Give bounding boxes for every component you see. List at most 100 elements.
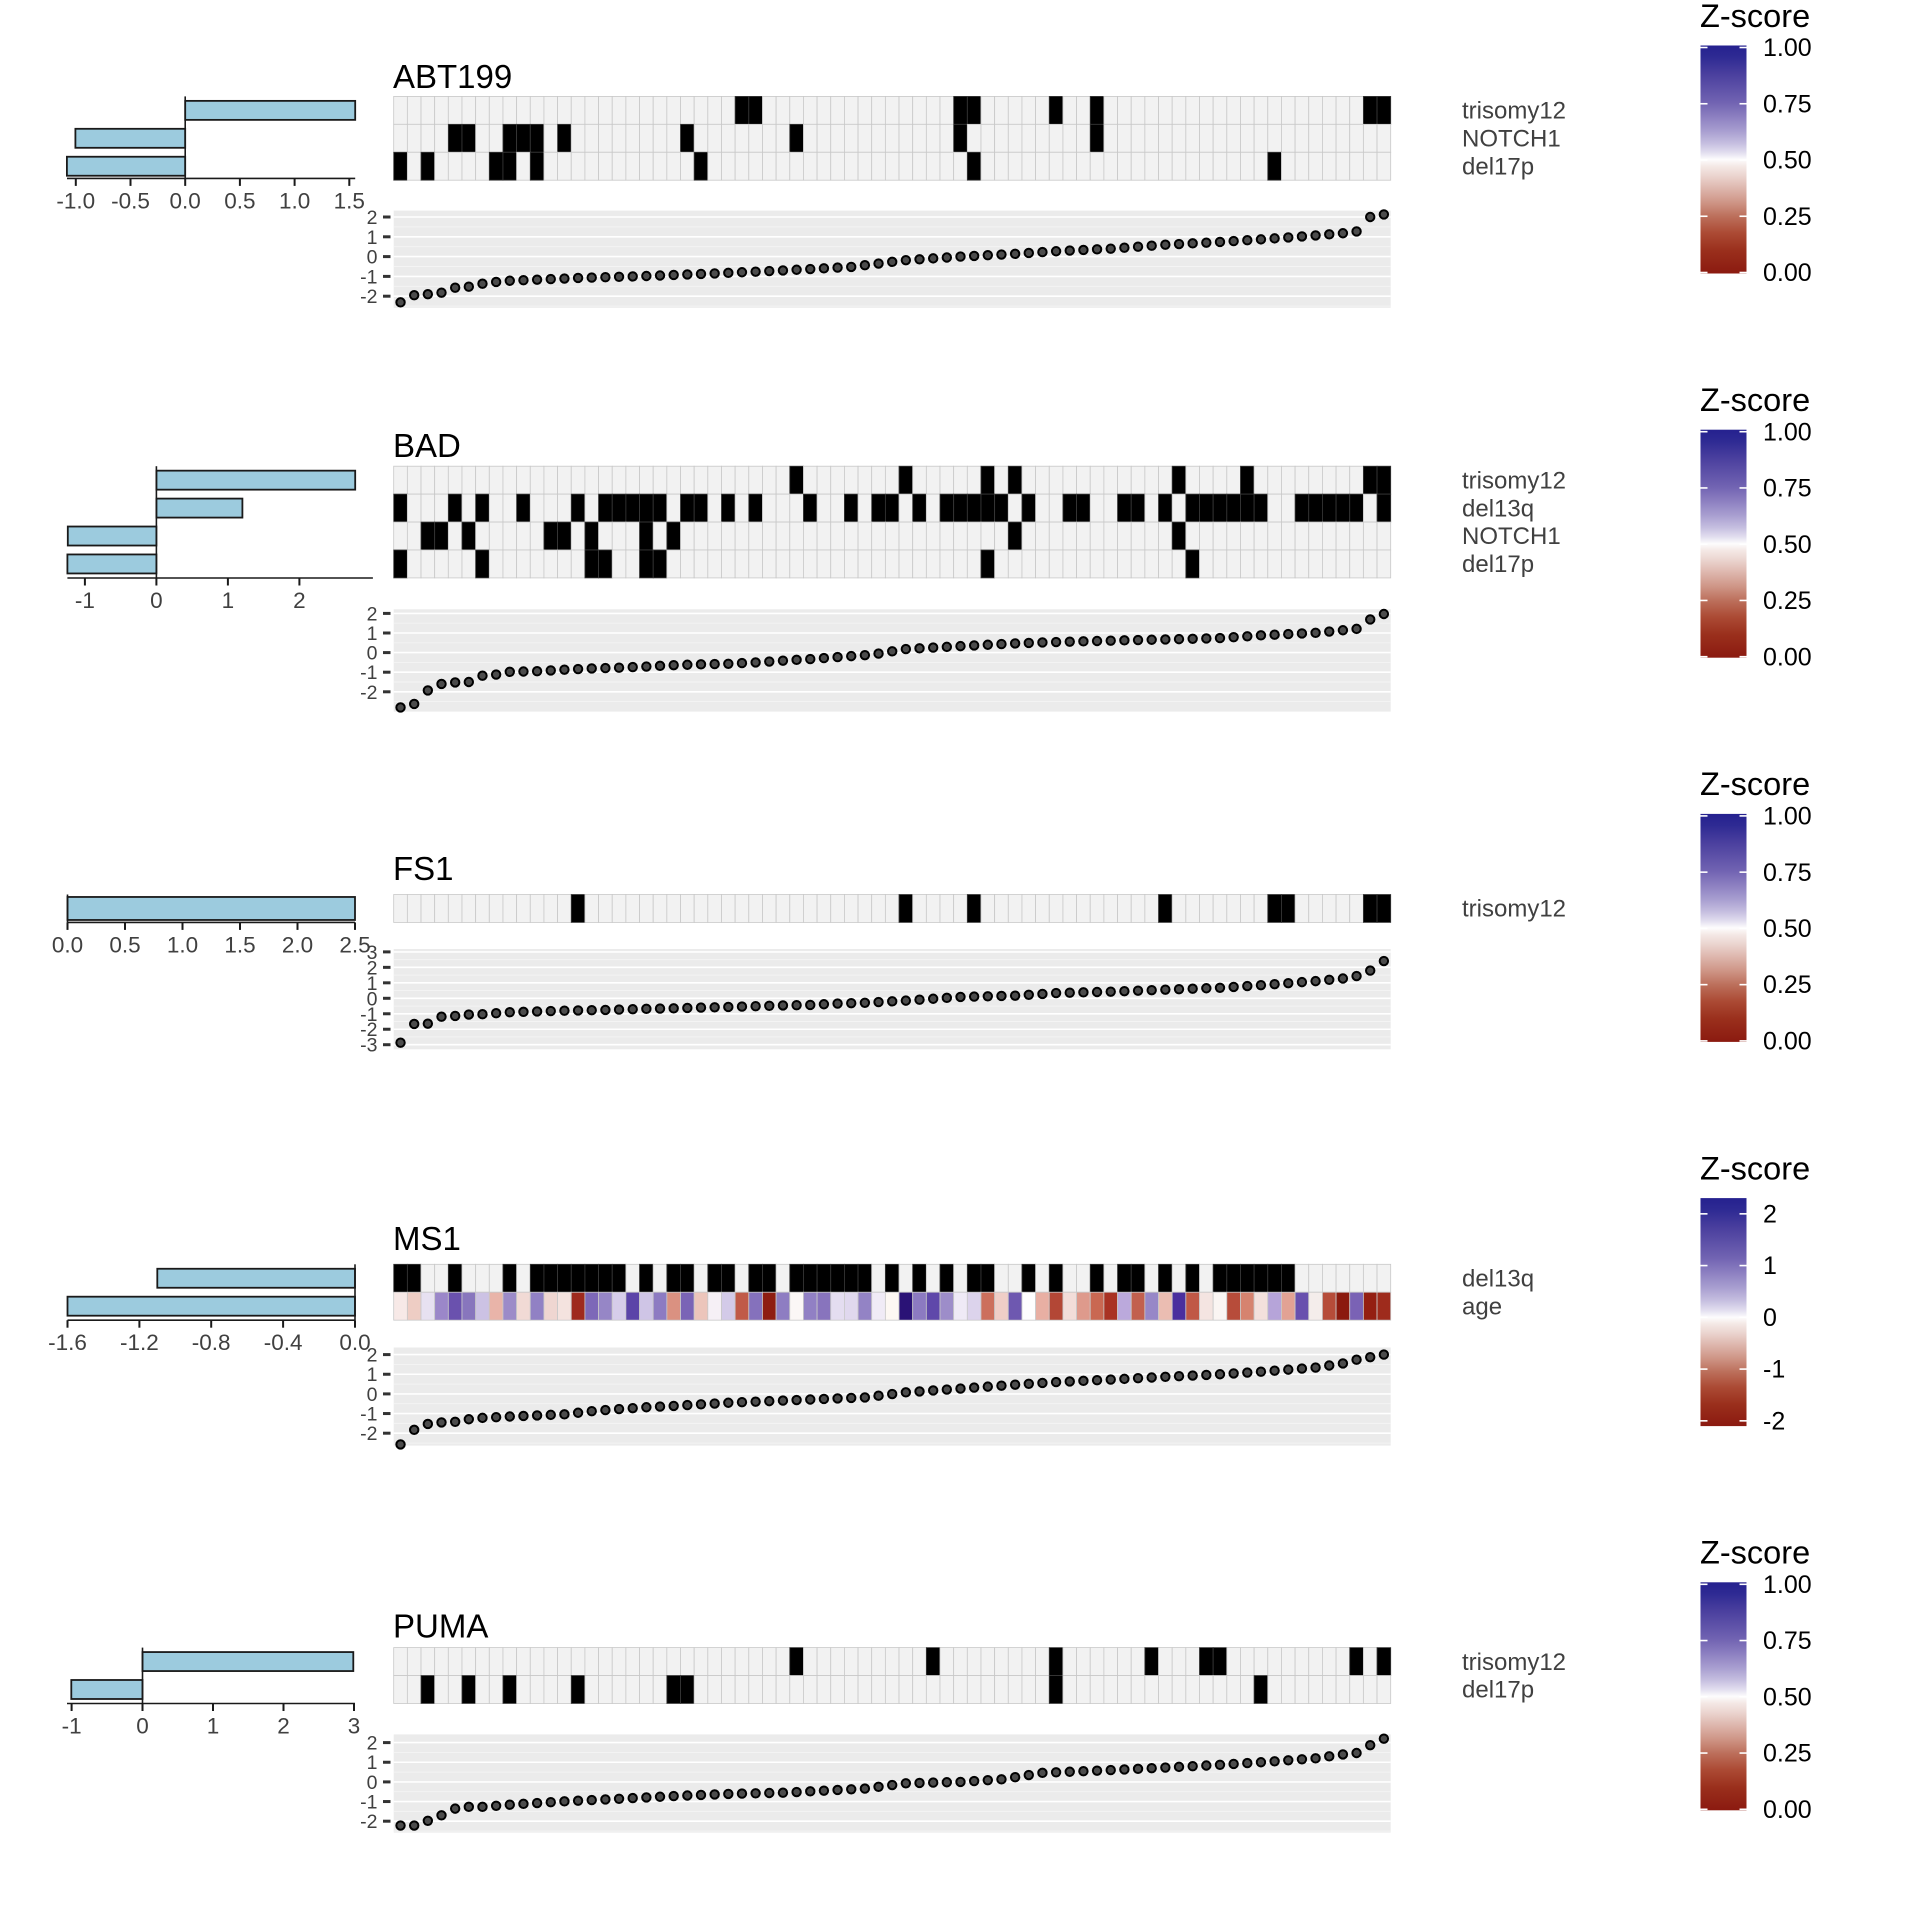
svg-text:0.5: 0.5 [224,188,255,213]
svg-text:2: 2 [293,588,306,613]
svg-text:Z-score: Z-score [1700,0,1810,34]
svg-text:Z-score: Z-score [1700,382,1810,418]
svg-text:0.00: 0.00 [1763,643,1812,671]
svg-text:del17p: del17p [1462,1677,1534,1704]
svg-text:0.00: 0.00 [1763,1796,1812,1824]
svg-text:0.25: 0.25 [1763,203,1812,231]
svg-text:0.0: 0.0 [339,1330,370,1355]
svg-text:-3: -3 [360,1035,377,1057]
svg-text:0.75: 0.75 [1763,1627,1812,1655]
svg-text:BAD: BAD [393,427,461,464]
svg-text:0: 0 [150,588,163,613]
svg-text:0: 0 [367,1384,378,1406]
svg-text:2: 2 [367,603,378,625]
svg-text:-2: -2 [360,286,377,308]
svg-text:del17p: del17p [1462,153,1534,180]
svg-text:NOTCH1: NOTCH1 [1462,523,1561,550]
svg-text:Z-score: Z-score [1700,766,1810,802]
svg-text:-2: -2 [360,1811,377,1833]
svg-text:0.75: 0.75 [1763,475,1812,503]
svg-text:0.00: 0.00 [1763,1028,1812,1056]
svg-text:1: 1 [367,1752,378,1774]
svg-text:1: 1 [367,227,378,249]
svg-text:3: 3 [367,942,378,964]
svg-text:2.0: 2.0 [282,932,313,957]
svg-text:0: 0 [367,643,378,665]
svg-text:-2: -2 [360,682,377,704]
svg-text:-1.6: -1.6 [48,1330,87,1355]
svg-text:-2: -2 [360,1019,377,1041]
svg-text:1.00: 1.00 [1763,803,1812,831]
svg-text:0.0: 0.0 [52,932,83,957]
svg-text:0: 0 [1763,1304,1777,1332]
svg-text:1.00: 1.00 [1763,418,1812,446]
svg-text:2.5: 2.5 [339,932,370,957]
svg-text:0.25: 0.25 [1763,971,1812,999]
svg-text:-2: -2 [360,1423,377,1445]
svg-text:1.5: 1.5 [224,932,255,957]
svg-text:3: 3 [348,1714,361,1739]
svg-text:0.5: 0.5 [109,932,140,957]
svg-text:0.50: 0.50 [1763,915,1812,943]
svg-text:-1: -1 [62,1714,82,1739]
svg-text:ABT199: ABT199 [393,58,512,95]
svg-text:1.00: 1.00 [1763,1571,1812,1599]
svg-text:2: 2 [1763,1200,1777,1228]
svg-text:MS1: MS1 [393,1220,461,1257]
svg-text:1: 1 [207,1714,220,1739]
svg-text:0.25: 0.25 [1763,1740,1812,1768]
svg-text:NOTCH1: NOTCH1 [1462,126,1561,153]
svg-text:trisomy12: trisomy12 [1462,467,1566,494]
svg-text:0.00: 0.00 [1763,259,1812,287]
svg-text:-1: -1 [360,1792,377,1814]
svg-text:1: 1 [367,623,378,645]
svg-text:0: 0 [136,1714,149,1739]
svg-text:del13q: del13q [1462,495,1534,522]
svg-text:2: 2 [277,1714,290,1739]
svg-text:Z-score: Z-score [1700,1535,1810,1571]
svg-text:0.50: 0.50 [1763,1683,1812,1711]
svg-text:Z-score: Z-score [1700,1150,1810,1186]
svg-text:2: 2 [367,957,378,979]
svg-text:-0.4: -0.4 [264,1330,303,1355]
svg-text:trisomy12: trisomy12 [1462,98,1566,125]
svg-text:0: 0 [367,247,378,269]
svg-text:age: age [1462,1293,1502,1320]
svg-text:-1: -1 [360,662,377,684]
svg-text:-1: -1 [360,1004,377,1026]
svg-text:0: 0 [367,1772,378,1794]
svg-text:-1.2: -1.2 [120,1330,159,1355]
svg-text:0.25: 0.25 [1763,587,1812,615]
svg-text:-2: -2 [1763,1407,1785,1435]
svg-text:1.0: 1.0 [167,932,198,957]
svg-text:0.50: 0.50 [1763,531,1812,559]
svg-text:1.0: 1.0 [279,188,310,213]
svg-text:-0.5: -0.5 [111,188,150,213]
svg-text:2: 2 [367,207,378,229]
svg-text:-1: -1 [75,588,95,613]
svg-text:-0.8: -0.8 [192,1330,231,1355]
svg-text:0.50: 0.50 [1763,147,1812,175]
svg-text:-1: -1 [360,266,377,288]
svg-text:2: 2 [367,1345,378,1367]
svg-text:1: 1 [222,588,235,613]
svg-text:del13q: del13q [1462,1266,1534,1293]
svg-text:PUMA: PUMA [393,1608,488,1645]
svg-text:0: 0 [367,988,378,1010]
svg-text:0.0: 0.0 [170,188,201,213]
svg-text:2: 2 [367,1733,378,1755]
svg-text:FS1: FS1 [393,850,454,887]
svg-text:trisomy12: trisomy12 [1462,896,1566,923]
svg-text:-1.0: -1.0 [56,188,95,213]
svg-text:1: 1 [1763,1252,1777,1280]
svg-text:trisomy12: trisomy12 [1462,1649,1566,1676]
svg-text:0.75: 0.75 [1763,859,1812,887]
svg-text:1.00: 1.00 [1763,34,1812,62]
svg-text:del17p: del17p [1462,551,1534,578]
svg-text:1: 1 [367,1364,378,1386]
svg-text:1: 1 [367,973,378,995]
svg-text:-1: -1 [1763,1356,1785,1384]
svg-text:-1: -1 [360,1404,377,1426]
svg-text:0.75: 0.75 [1763,90,1812,118]
svg-text:1.5: 1.5 [334,188,365,213]
